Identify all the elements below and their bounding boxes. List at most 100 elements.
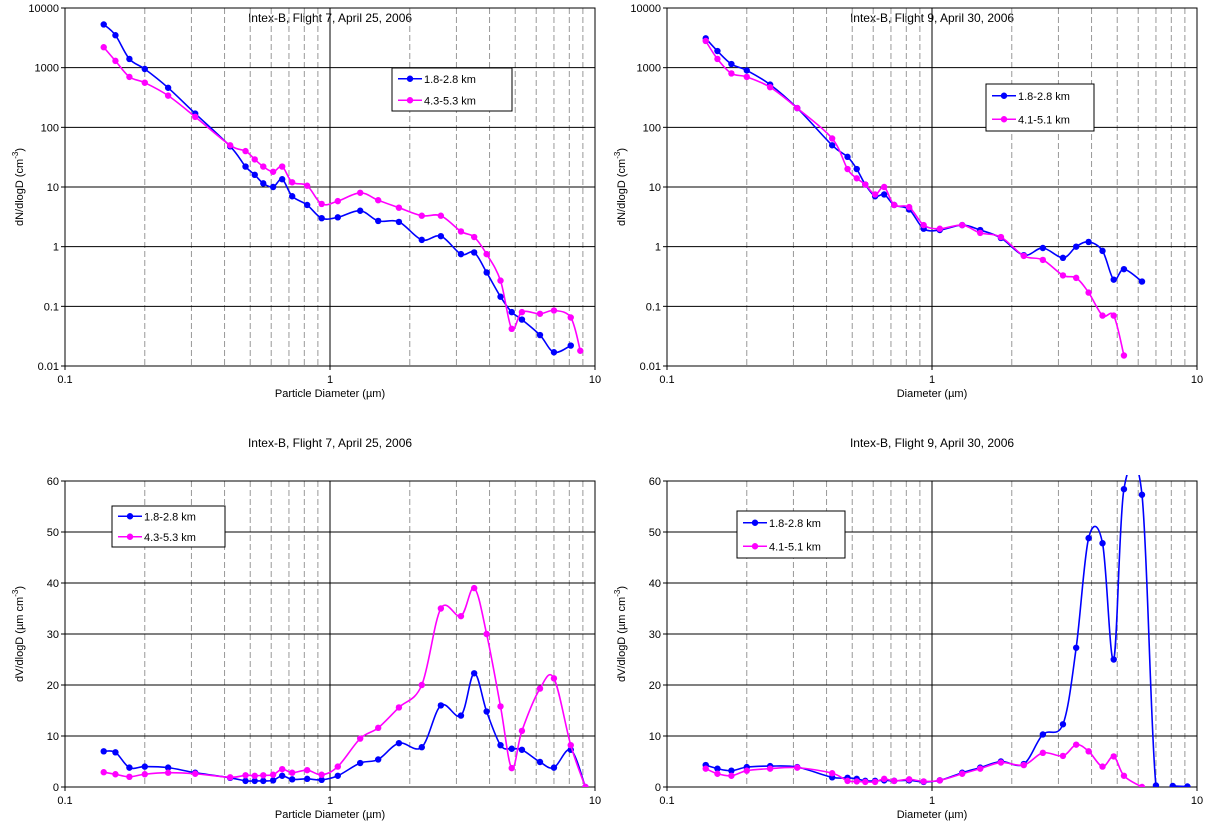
data-point [242, 772, 249, 779]
data-point [1039, 256, 1047, 264]
chart-title: Intex-B, Flight 7, April 25, 2006 [248, 436, 412, 450]
data-point [497, 703, 504, 710]
data-point [871, 778, 879, 786]
y-axis-label-main: dN/dlogD (cm [14, 159, 26, 226]
y-tick-label: 60 [47, 476, 59, 488]
y-tick-label: 50 [649, 527, 661, 539]
data-point [192, 770, 199, 777]
data-point [303, 182, 311, 189]
legend-swatch-marker [126, 533, 134, 540]
y-tick-label: 10000 [630, 3, 661, 15]
legend-label: 1.8-2.8 km [1018, 91, 1070, 103]
data-point [126, 764, 133, 771]
data-point [890, 201, 898, 209]
y-tick-label: 0 [53, 782, 59, 794]
x-axis-label: Diameter (µm) [897, 388, 968, 400]
legend: 1.8-2.8 km 4.3-5.3 km [111, 505, 226, 548]
y-axis-label: dV/dlogD (µm cm-3) [613, 586, 628, 682]
data-point [141, 771, 148, 778]
legend-label: 1.8-2.8 km [424, 74, 476, 86]
y-tick-label: 1 [53, 242, 59, 254]
data-point [1120, 485, 1128, 493]
data-point [260, 772, 267, 779]
y-tick-label: 10 [47, 731, 59, 743]
data-point [164, 769, 172, 776]
data-point [483, 250, 490, 258]
legend-box [736, 510, 846, 559]
data-point [853, 165, 860, 173]
data-point [288, 769, 296, 776]
data-point [714, 47, 721, 55]
data-point [828, 135, 836, 142]
data-point [1020, 761, 1027, 769]
data-point [714, 55, 721, 63]
legend-label: 1.8-2.8 km [144, 511, 196, 523]
data-point [853, 778, 860, 785]
data-point [702, 37, 709, 45]
data-point [743, 67, 750, 74]
data-point [890, 777, 898, 785]
y-tick-label: 10000 [28, 3, 59, 15]
data-point [242, 777, 249, 785]
y-axis-label-sup: -3 [613, 589, 622, 597]
data-point [536, 331, 544, 339]
data-point [1110, 276, 1117, 283]
data-point [483, 708, 490, 715]
data-point [567, 314, 574, 321]
data-point [728, 70, 735, 77]
data-point [278, 765, 286, 773]
data-point [1059, 254, 1067, 262]
data-point [518, 727, 526, 735]
data-point [862, 181, 869, 188]
y-axis-label-tail: ) [14, 586, 26, 590]
data-point [470, 584, 478, 592]
data-point [334, 772, 341, 779]
data-point [164, 764, 172, 771]
data-point [508, 764, 515, 772]
data-point [1072, 274, 1080, 282]
legend-swatch-marker [406, 97, 414, 104]
y-tick-label: 100 [643, 122, 661, 134]
data-point [871, 191, 879, 198]
y-tick-label: 10 [649, 182, 661, 194]
x-tick-label: 1 [327, 374, 333, 386]
data-point [251, 777, 258, 785]
data-point [958, 770, 966, 777]
data-point [334, 197, 341, 205]
y-tick-label: 20 [47, 680, 59, 692]
data-point [278, 176, 286, 183]
data-point [457, 612, 465, 620]
y-tick-label: 0.1 [646, 301, 661, 313]
data-point [844, 153, 851, 161]
data-point [794, 104, 801, 112]
legend-swatch-marker [1000, 92, 1008, 99]
data-point [303, 766, 311, 774]
data-point [1138, 491, 1146, 498]
data-point [1099, 312, 1106, 319]
data-point [1059, 721, 1067, 728]
data-point [418, 212, 425, 219]
data-point [141, 65, 148, 73]
data-point [567, 741, 574, 749]
y-tick-label: 40 [649, 578, 661, 590]
data-point [192, 113, 199, 121]
y-axis-label-main: dV/dlogD (µm cm [616, 597, 628, 682]
legend-box [985, 83, 1095, 132]
data-point [164, 84, 172, 91]
data-point [1138, 783, 1146, 787]
data-point [318, 214, 325, 222]
data-point [356, 189, 364, 196]
data-point [936, 777, 943, 784]
plot-area [666, 7, 1198, 367]
data-point [126, 73, 133, 81]
data-point [100, 769, 107, 776]
x-axis-label: Particle Diameter (µm) [275, 809, 385, 821]
y-tick-label: 0.01 [38, 361, 59, 373]
data-point [260, 777, 267, 785]
data-point [1085, 748, 1092, 755]
data-point [318, 771, 325, 778]
data-point [936, 225, 943, 232]
y-tick-label: 30 [47, 629, 59, 641]
legend-label: 4.1-5.1 km [769, 541, 821, 553]
